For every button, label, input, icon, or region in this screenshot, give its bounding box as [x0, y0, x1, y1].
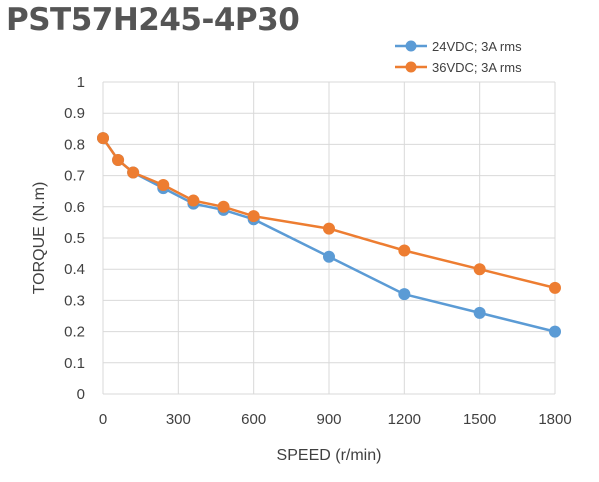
- x-tick-label: 300: [166, 411, 191, 428]
- series-2-point: [187, 194, 200, 207]
- legend-label: 24VDC; 3A rms: [432, 39, 522, 54]
- y-tick-label: 0: [77, 386, 85, 403]
- y-tick-label: 0.4: [64, 261, 85, 278]
- series-1-point: [323, 250, 335, 263]
- y-tick-label: 0.7: [64, 168, 85, 185]
- y-tick-label: 0.8: [64, 136, 85, 153]
- series-2-point: [217, 200, 230, 213]
- x-axis-label: SPEED (r/min): [277, 447, 382, 464]
- y-tick-label: 0.5: [64, 230, 85, 247]
- series-2-point: [127, 166, 140, 179]
- x-tick-label: 900: [316, 411, 341, 428]
- y-tick-label: 0.2: [64, 324, 85, 341]
- series-2-point: [323, 222, 335, 235]
- legend-label: 36VDC; 3A rms: [432, 60, 522, 75]
- x-tick-label: 1200: [388, 411, 421, 428]
- y-axis-label: TORQUE (N.m): [31, 182, 48, 295]
- x-tick-label: 600: [241, 411, 266, 428]
- series-group: [97, 132, 561, 338]
- legend: 24VDC; 3A rms 36VDC; 3A rms: [395, 39, 522, 75]
- series-1-point: [398, 288, 411, 301]
- series-2-point: [97, 132, 109, 145]
- legend-marker: [405, 61, 417, 73]
- y-tick-label: 0.3: [64, 292, 85, 309]
- x-tick-label: 0: [99, 411, 107, 428]
- series-2-point: [247, 210, 260, 223]
- y-tick-label: 0.1: [64, 355, 85, 372]
- y-tick-label: 1: [77, 74, 85, 91]
- series-1-point: [549, 325, 561, 338]
- series-2-point: [549, 281, 561, 294]
- series-2: [97, 132, 561, 294]
- series-1-point: [473, 306, 486, 319]
- x-tick-label: 1500: [463, 411, 496, 428]
- series-2-point: [157, 178, 170, 191]
- x-tick-label: 1800: [538, 411, 571, 428]
- y-tick-labels: 0 0.1 0.2 0.3 0.4 0.5 0.6 0.7 0.8 0.9 1: [64, 74, 85, 403]
- chart-title: PST57H245-4P30: [6, 2, 300, 38]
- series-2-point: [473, 263, 486, 276]
- y-tick-label: 0.9: [64, 105, 85, 122]
- grid: [102, 81, 556, 395]
- legend-marker: [405, 40, 417, 52]
- x-tick-labels: 0 300 600 900 1200 1500 1800: [99, 411, 572, 428]
- series-2-point: [112, 154, 125, 166]
- y-tick-label: 0.6: [64, 199, 85, 216]
- series-2-point: [398, 244, 411, 257]
